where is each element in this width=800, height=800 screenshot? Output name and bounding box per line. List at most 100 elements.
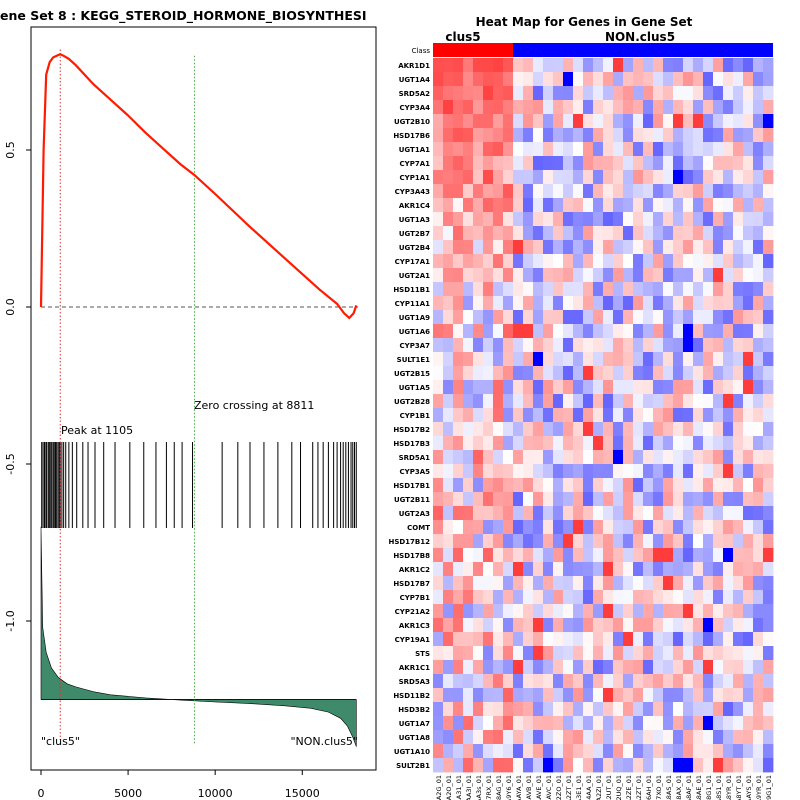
heatmap-cell [753, 184, 764, 199]
heatmap-cell [763, 492, 774, 507]
heatmap-cell [433, 282, 444, 297]
heatmap-cell [533, 632, 544, 647]
heatmap-cell [653, 86, 664, 101]
heatmap-cell [543, 226, 554, 241]
heatmap-cell [623, 688, 634, 703]
heatmap-cell [563, 128, 574, 143]
heatmap-cell [573, 240, 584, 255]
heatmap-cell [573, 730, 584, 745]
heatmap-cell [583, 254, 594, 269]
gene-label: CYP11A1 [395, 300, 430, 308]
heatmap-cell [663, 604, 674, 619]
heatmap-cell [653, 352, 664, 367]
heatmap-cell [743, 366, 754, 381]
sample-label: A3E1_01 [575, 775, 583, 800]
heatmap-cell [513, 716, 524, 731]
heatmap-cell [563, 604, 574, 619]
heatmap-cell [463, 282, 474, 297]
heatmap-cell [433, 716, 444, 731]
heatmap-cell [563, 366, 574, 381]
heatmap-cell [543, 100, 554, 115]
heatmap-cell [463, 436, 474, 451]
heatmap-cell [683, 296, 694, 311]
heatmap-cell [443, 142, 454, 157]
heatmap-cell [593, 184, 604, 199]
heatmap-cell [513, 72, 524, 87]
heatmap-cell [433, 688, 444, 703]
heatmap-cell [503, 338, 514, 353]
heatmap-cell [633, 716, 644, 731]
heatmap-cell [523, 86, 534, 101]
gene-label: UGT1A9 [399, 314, 430, 322]
heatmap-cell [513, 590, 524, 605]
heatmap-cell [453, 604, 464, 619]
heatmap-cell [543, 86, 554, 101]
heatmap-cell [633, 688, 644, 703]
heatmap-cell [503, 450, 514, 465]
heatmap-cell [703, 282, 714, 297]
heatmap-cell [543, 506, 554, 521]
gene-label: UGT2A3 [399, 510, 430, 518]
heatmap-cell [663, 520, 674, 535]
heatmap-cell [673, 702, 684, 717]
heatmap-cell [693, 58, 704, 73]
heatmap-cell [543, 128, 554, 143]
heatmap-cell [453, 632, 464, 647]
heatmap-cell [463, 534, 474, 549]
heatmap-cell [593, 324, 604, 339]
heatmap-cell [583, 758, 594, 773]
heatmap-cell [593, 562, 604, 577]
heatmap-cell [533, 114, 544, 129]
heatmap-cell [503, 492, 514, 507]
heatmap-cell [763, 604, 774, 619]
heatmap-cell [523, 478, 534, 493]
gene-label: AKR1C2 [399, 566, 430, 574]
heatmap-cell [473, 604, 484, 619]
heatmap-cell [693, 240, 704, 255]
heatmap-cell [753, 100, 764, 115]
heatmap-cell [473, 198, 484, 213]
heatmap-cell [763, 576, 774, 591]
heatmap-cell [693, 352, 704, 367]
heatmap-cell [623, 660, 634, 675]
heatmap-cell [513, 688, 524, 703]
heatmap-cell [703, 646, 714, 661]
sample-label: AA31_01 [455, 775, 463, 800]
heatmap-cell [643, 758, 654, 773]
heatmap-cell [723, 114, 734, 129]
heatmap-cell [663, 436, 674, 451]
heatmap-cell [663, 450, 674, 465]
heatmap-cell [643, 660, 654, 675]
heatmap-cell [473, 142, 484, 157]
heatmap-cell [673, 604, 684, 619]
heatmap-cell [473, 674, 484, 689]
heatmap-cell [493, 100, 504, 115]
heatmap-cell [713, 450, 724, 465]
heatmap-cell [703, 492, 714, 507]
heatmap-cell [573, 464, 584, 479]
heatmap-cell [663, 632, 674, 647]
heatmap-cell [543, 464, 554, 479]
heatmap-cell [513, 674, 524, 689]
heatmap-cell [573, 254, 584, 269]
heatmap-cell [603, 100, 614, 115]
heatmap-cell [483, 212, 494, 227]
heatmap-cell [723, 548, 734, 563]
heatmap-cell [563, 338, 574, 353]
heatmap-cell [453, 702, 464, 717]
heatmap-cell [653, 604, 664, 619]
heatmap-cell [523, 226, 534, 241]
heatmap-cell [603, 212, 614, 227]
heatmap-cell [723, 212, 734, 227]
heatmap-cell [533, 240, 544, 255]
heatmap-cell [753, 576, 764, 591]
heatmap-cell [693, 702, 704, 717]
heatmap-cell [553, 422, 564, 437]
heatmap-cell [703, 576, 714, 591]
heatmap-cell [703, 142, 714, 157]
heatmap-cell [673, 240, 684, 255]
x-tick-label: 0 [38, 787, 45, 800]
heatmap-cell [493, 478, 504, 493]
heatmap-cell [543, 548, 554, 563]
heatmap-cell [503, 198, 514, 213]
